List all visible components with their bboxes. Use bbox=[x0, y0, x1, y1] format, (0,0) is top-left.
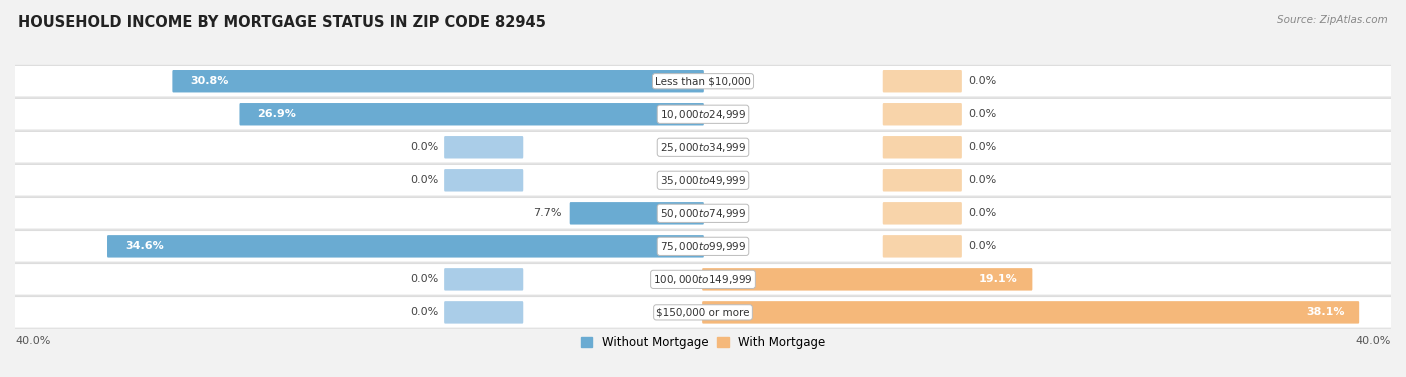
Text: 0.0%: 0.0% bbox=[411, 274, 439, 284]
Text: 0.0%: 0.0% bbox=[967, 76, 995, 86]
Text: 0.0%: 0.0% bbox=[967, 208, 995, 218]
FancyBboxPatch shape bbox=[883, 103, 962, 126]
FancyBboxPatch shape bbox=[702, 301, 1360, 323]
Text: Less than $10,000: Less than $10,000 bbox=[655, 76, 751, 86]
FancyBboxPatch shape bbox=[569, 202, 704, 225]
Legend: Without Mortgage, With Mortgage: Without Mortgage, With Mortgage bbox=[576, 331, 830, 354]
FancyBboxPatch shape bbox=[7, 198, 1399, 229]
FancyBboxPatch shape bbox=[173, 70, 704, 92]
FancyBboxPatch shape bbox=[239, 103, 704, 126]
FancyBboxPatch shape bbox=[7, 98, 1399, 130]
Text: $10,000 to $24,999: $10,000 to $24,999 bbox=[659, 108, 747, 121]
FancyBboxPatch shape bbox=[702, 268, 1032, 291]
FancyBboxPatch shape bbox=[883, 235, 962, 257]
Text: 30.8%: 30.8% bbox=[190, 76, 229, 86]
FancyBboxPatch shape bbox=[883, 202, 962, 225]
Text: 40.0%: 40.0% bbox=[15, 337, 51, 346]
FancyBboxPatch shape bbox=[107, 235, 704, 257]
FancyBboxPatch shape bbox=[444, 136, 523, 158]
Text: Source: ZipAtlas.com: Source: ZipAtlas.com bbox=[1277, 15, 1388, 25]
Text: 7.7%: 7.7% bbox=[533, 208, 562, 218]
Text: 19.1%: 19.1% bbox=[979, 274, 1018, 284]
FancyBboxPatch shape bbox=[7, 297, 1399, 328]
FancyBboxPatch shape bbox=[883, 169, 962, 192]
FancyBboxPatch shape bbox=[444, 169, 523, 192]
FancyBboxPatch shape bbox=[7, 164, 1399, 196]
Text: $35,000 to $49,999: $35,000 to $49,999 bbox=[659, 174, 747, 187]
Text: 34.6%: 34.6% bbox=[125, 241, 165, 251]
FancyBboxPatch shape bbox=[7, 132, 1399, 163]
FancyBboxPatch shape bbox=[883, 136, 962, 158]
Text: 0.0%: 0.0% bbox=[967, 241, 995, 251]
Text: $75,000 to $99,999: $75,000 to $99,999 bbox=[659, 240, 747, 253]
Text: $100,000 to $149,999: $100,000 to $149,999 bbox=[654, 273, 752, 286]
Text: 0.0%: 0.0% bbox=[967, 142, 995, 152]
Text: HOUSEHOLD INCOME BY MORTGAGE STATUS IN ZIP CODE 82945: HOUSEHOLD INCOME BY MORTGAGE STATUS IN Z… bbox=[18, 15, 546, 30]
FancyBboxPatch shape bbox=[7, 264, 1399, 295]
Text: 0.0%: 0.0% bbox=[411, 142, 439, 152]
Text: 0.0%: 0.0% bbox=[411, 307, 439, 317]
Text: $50,000 to $74,999: $50,000 to $74,999 bbox=[659, 207, 747, 220]
Text: $25,000 to $34,999: $25,000 to $34,999 bbox=[659, 141, 747, 154]
Text: 0.0%: 0.0% bbox=[411, 175, 439, 185]
Text: 26.9%: 26.9% bbox=[257, 109, 297, 119]
FancyBboxPatch shape bbox=[444, 268, 523, 291]
Text: $150,000 or more: $150,000 or more bbox=[657, 307, 749, 317]
Text: 38.1%: 38.1% bbox=[1306, 307, 1344, 317]
FancyBboxPatch shape bbox=[444, 301, 523, 323]
FancyBboxPatch shape bbox=[7, 65, 1399, 97]
FancyBboxPatch shape bbox=[7, 230, 1399, 262]
FancyBboxPatch shape bbox=[883, 70, 962, 92]
Text: 40.0%: 40.0% bbox=[1355, 337, 1391, 346]
Text: 0.0%: 0.0% bbox=[967, 109, 995, 119]
Text: 0.0%: 0.0% bbox=[967, 175, 995, 185]
